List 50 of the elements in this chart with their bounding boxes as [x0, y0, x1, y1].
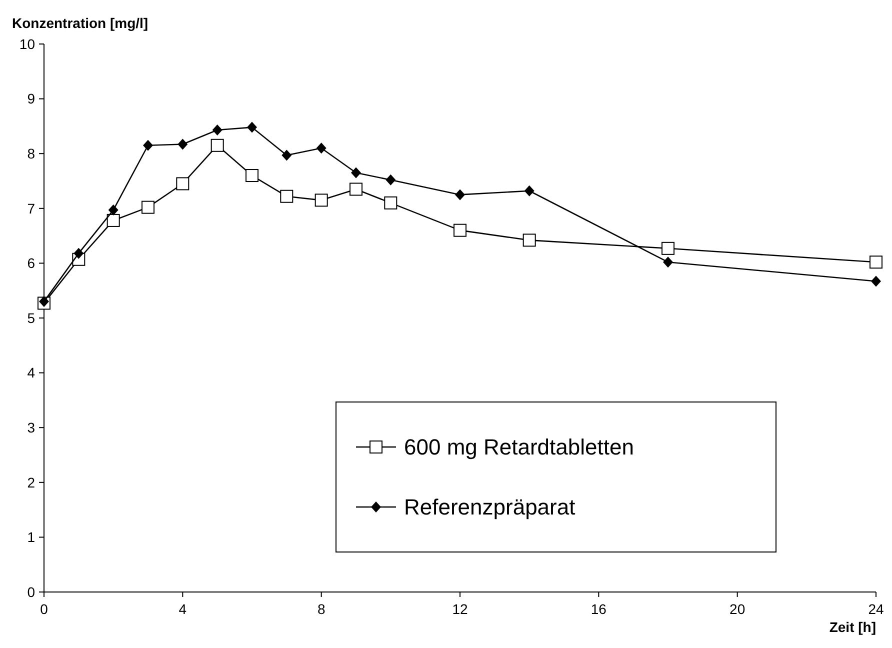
- point: [176, 177, 190, 190]
- point: [212, 124, 222, 136]
- point: [871, 276, 881, 287]
- point: [106, 214, 120, 227]
- x-tick-label: 24: [868, 601, 884, 617]
- legend-label: 600 mg Retardtabletten: [404, 434, 634, 460]
- point: [350, 182, 362, 196]
- y-tick-label: 4: [27, 364, 36, 381]
- point: [178, 138, 188, 150]
- point: [662, 242, 674, 255]
- point: [108, 204, 118, 216]
- point: [524, 185, 534, 196]
- point: [74, 248, 84, 259]
- x-tick-label: 20: [730, 601, 746, 617]
- legend-label: Referenzpräparat: [404, 494, 576, 520]
- y-tick-label: 2: [27, 474, 36, 490]
- y-tick-label: 7: [27, 200, 36, 216]
- y-tick-label: 9: [27, 90, 36, 107]
- y-tick-label: 5: [27, 310, 36, 326]
- point: [246, 169, 258, 182]
- y-tick-label: 3: [27, 420, 36, 436]
- y-tick-label: 6: [27, 255, 36, 272]
- point: [282, 150, 292, 161]
- point: [280, 190, 294, 203]
- x-axis-title: Zeit [h]: [829, 619, 876, 635]
- point: [143, 140, 153, 151]
- point: [39, 296, 49, 308]
- x-tick-label: 0: [40, 601, 48, 617]
- point: [663, 256, 673, 268]
- point: [142, 200, 154, 214]
- point: [386, 174, 396, 186]
- point: [316, 142, 326, 154]
- x-tick-label: 8: [317, 601, 326, 617]
- x-tick-label: 16: [590, 601, 607, 617]
- y-tick-label: 1: [27, 529, 36, 546]
- x-tick-label: 12: [452, 601, 468, 617]
- point: [314, 194, 328, 207]
- x-tick-label: 4: [178, 601, 187, 617]
- point: [870, 256, 882, 269]
- point: [247, 122, 257, 133]
- point: [384, 196, 398, 210]
- point: [455, 189, 465, 200]
- point: [351, 167, 361, 178]
- point: [522, 234, 536, 247]
- point: [454, 224, 466, 237]
- point: [210, 138, 224, 152]
- y-tick-label: 8: [27, 146, 36, 162]
- y-tick-label: 0: [27, 584, 36, 600]
- y-tick-label: 10: [19, 36, 36, 52]
- y-axis-title: Konzentration [mg/l]: [12, 15, 148, 31]
